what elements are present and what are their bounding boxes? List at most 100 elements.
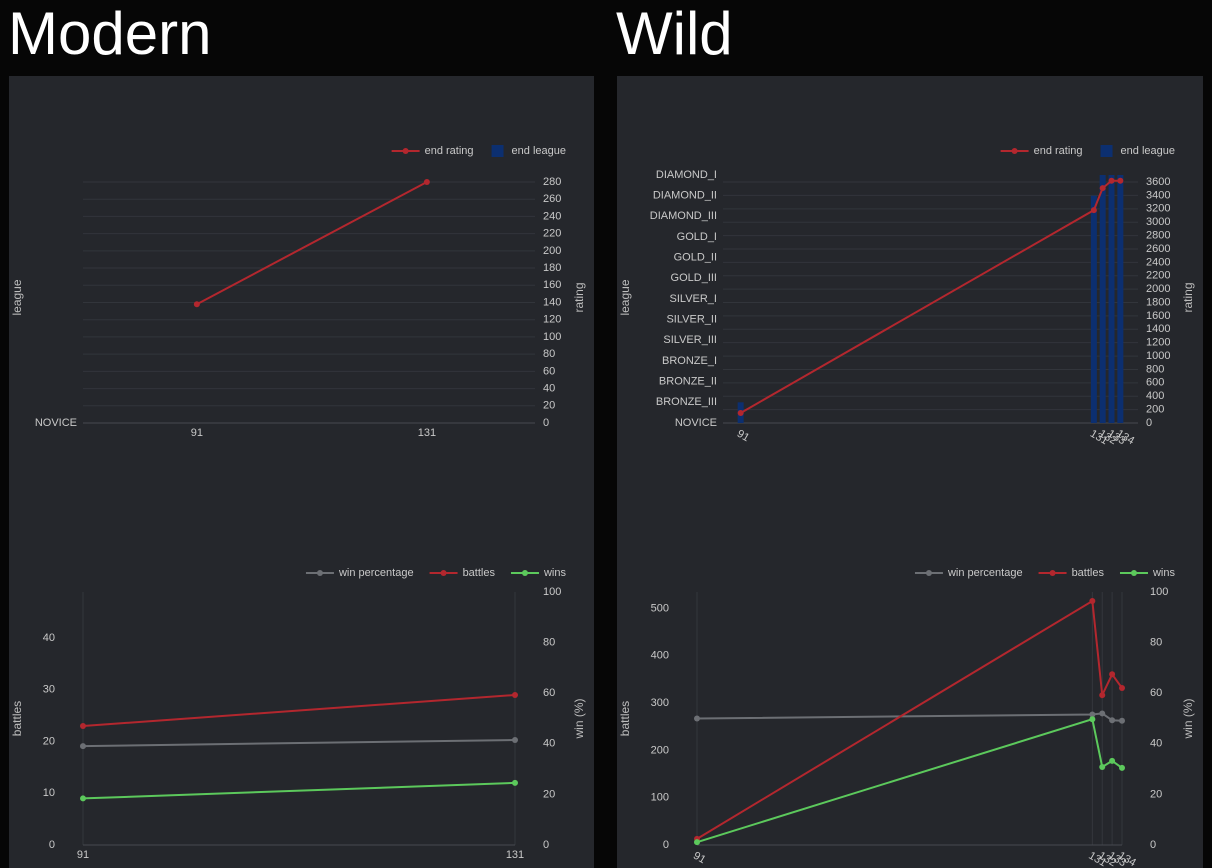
y2-axis-title: win (%) bbox=[1181, 698, 1195, 739]
y-tick-label: BRONZE_II bbox=[659, 376, 717, 388]
legend-swatch bbox=[521, 570, 528, 576]
y2-tick-label: 140 bbox=[543, 296, 561, 308]
legend-label: wins bbox=[543, 567, 567, 579]
y2-tick-label: 0 bbox=[1150, 839, 1156, 851]
legend-item: wins bbox=[510, 567, 567, 579]
y2-tick-label: 60 bbox=[543, 687, 555, 699]
marker bbox=[1099, 185, 1106, 192]
marker bbox=[512, 779, 518, 786]
y-tick-label: GOLD_I bbox=[677, 231, 717, 243]
y-axis-title: battles bbox=[618, 701, 632, 736]
marker bbox=[1108, 177, 1115, 184]
legend-label: end rating bbox=[425, 145, 474, 157]
bar bbox=[1117, 175, 1124, 423]
y2-tick-label: 0 bbox=[543, 417, 549, 429]
legend-item: wins bbox=[1119, 567, 1175, 579]
y2-tick-label: 100 bbox=[1150, 586, 1168, 598]
y-tick-label: NOVICE bbox=[675, 417, 717, 429]
y2-tick-label: 80 bbox=[1150, 637, 1162, 649]
legend-swatch bbox=[1011, 148, 1018, 154]
y-tick-label: DIAMOND_I bbox=[656, 169, 717, 181]
legend-item: win percentage bbox=[305, 567, 414, 579]
y2-tick-label: 180 bbox=[543, 262, 561, 274]
y2-tick-label: 1800 bbox=[1146, 296, 1170, 308]
marker bbox=[694, 839, 700, 846]
y2-tick-label: 2000 bbox=[1146, 283, 1170, 295]
line bbox=[196, 181, 428, 306]
y-tick-label: 40 bbox=[43, 632, 55, 644]
legend-label: battles bbox=[463, 567, 496, 579]
marker bbox=[1099, 710, 1106, 717]
legend: win percentage battles wins bbox=[914, 567, 1175, 579]
line bbox=[82, 781, 516, 800]
legend-label: win percentage bbox=[338, 567, 414, 579]
y2-tick-label: 1200 bbox=[1146, 337, 1170, 349]
marker bbox=[1119, 684, 1125, 691]
y2-tick-label: 1000 bbox=[1146, 350, 1170, 362]
marker bbox=[80, 743, 86, 750]
y-tick-label: 500 bbox=[651, 602, 669, 614]
y-tick-label: 30 bbox=[43, 684, 55, 696]
y2-tick-label: 100 bbox=[543, 331, 561, 343]
legend-label: battles bbox=[1072, 567, 1105, 579]
x-tick-label: 91 bbox=[691, 850, 708, 867]
y-tick-label: 0 bbox=[49, 839, 55, 851]
y-tick-label: DIAMOND_II bbox=[653, 190, 717, 202]
marker bbox=[1099, 692, 1106, 699]
y2-tick-label: 20 bbox=[543, 788, 555, 800]
y2-tick-label: 100 bbox=[543, 586, 561, 598]
legend-label: end rating bbox=[1034, 145, 1083, 157]
y2-tick-label: 1400 bbox=[1146, 323, 1170, 335]
y2-tick-label: 60 bbox=[1150, 687, 1162, 699]
bar bbox=[1099, 175, 1106, 423]
y-tick-label: 20 bbox=[43, 735, 55, 747]
y-axis-title: league bbox=[10, 279, 24, 315]
x-tick-label: 91 bbox=[191, 427, 203, 439]
y2-tick-label: 3000 bbox=[1146, 216, 1170, 228]
y2-tick-label: 200 bbox=[1146, 404, 1164, 416]
y2-axis-title: win (%) bbox=[572, 698, 586, 739]
marker bbox=[694, 715, 700, 722]
y2-tick-label: 60 bbox=[543, 365, 555, 377]
y2-axis-title: rating bbox=[1181, 282, 1195, 312]
legend-item: end league bbox=[1100, 145, 1175, 157]
y2-tick-label: 400 bbox=[1146, 390, 1164, 402]
y-axis-title: battles bbox=[10, 701, 24, 736]
legend-label: end league bbox=[512, 145, 566, 157]
marker bbox=[737, 409, 744, 416]
line bbox=[82, 693, 516, 727]
y-tick-label: GOLD_III bbox=[671, 272, 717, 284]
y-tick-label: 100 bbox=[651, 792, 669, 804]
y2-tick-label: 40 bbox=[1150, 738, 1162, 750]
legend-label: win percentage bbox=[947, 567, 1023, 579]
y2-tick-label: 200 bbox=[543, 245, 561, 257]
y2-tick-label: 0 bbox=[543, 839, 549, 851]
marker bbox=[1119, 717, 1125, 724]
legend-swatch bbox=[1049, 570, 1056, 576]
y2-tick-label: 40 bbox=[543, 738, 555, 750]
bar bbox=[1108, 175, 1115, 423]
legend-label: end league bbox=[1121, 145, 1175, 157]
y2-tick-label: 3600 bbox=[1146, 176, 1170, 188]
legend-swatch bbox=[925, 570, 932, 576]
x-tick-label: 91 bbox=[77, 849, 89, 861]
legend-swatch bbox=[1100, 145, 1113, 157]
marker bbox=[80, 795, 86, 802]
marker bbox=[512, 737, 518, 744]
marker bbox=[1089, 711, 1096, 718]
y-tick-label: 0 bbox=[663, 839, 669, 851]
legend: win percentage battles wins bbox=[305, 567, 567, 579]
legend-item: end league bbox=[491, 145, 566, 157]
legend-item: end rating bbox=[1000, 145, 1083, 157]
marker bbox=[1109, 717, 1116, 724]
marker bbox=[193, 301, 200, 308]
y2-tick-label: 1600 bbox=[1146, 310, 1170, 322]
marker bbox=[80, 723, 86, 730]
x-tick-label: 131 bbox=[418, 427, 436, 439]
y2-tick-label: 40 bbox=[543, 382, 555, 394]
legend: end rating end league bbox=[391, 145, 566, 157]
y2-tick-label: 240 bbox=[543, 210, 561, 222]
y2-tick-label: 20 bbox=[1150, 788, 1162, 800]
legend-swatch bbox=[1130, 570, 1137, 576]
